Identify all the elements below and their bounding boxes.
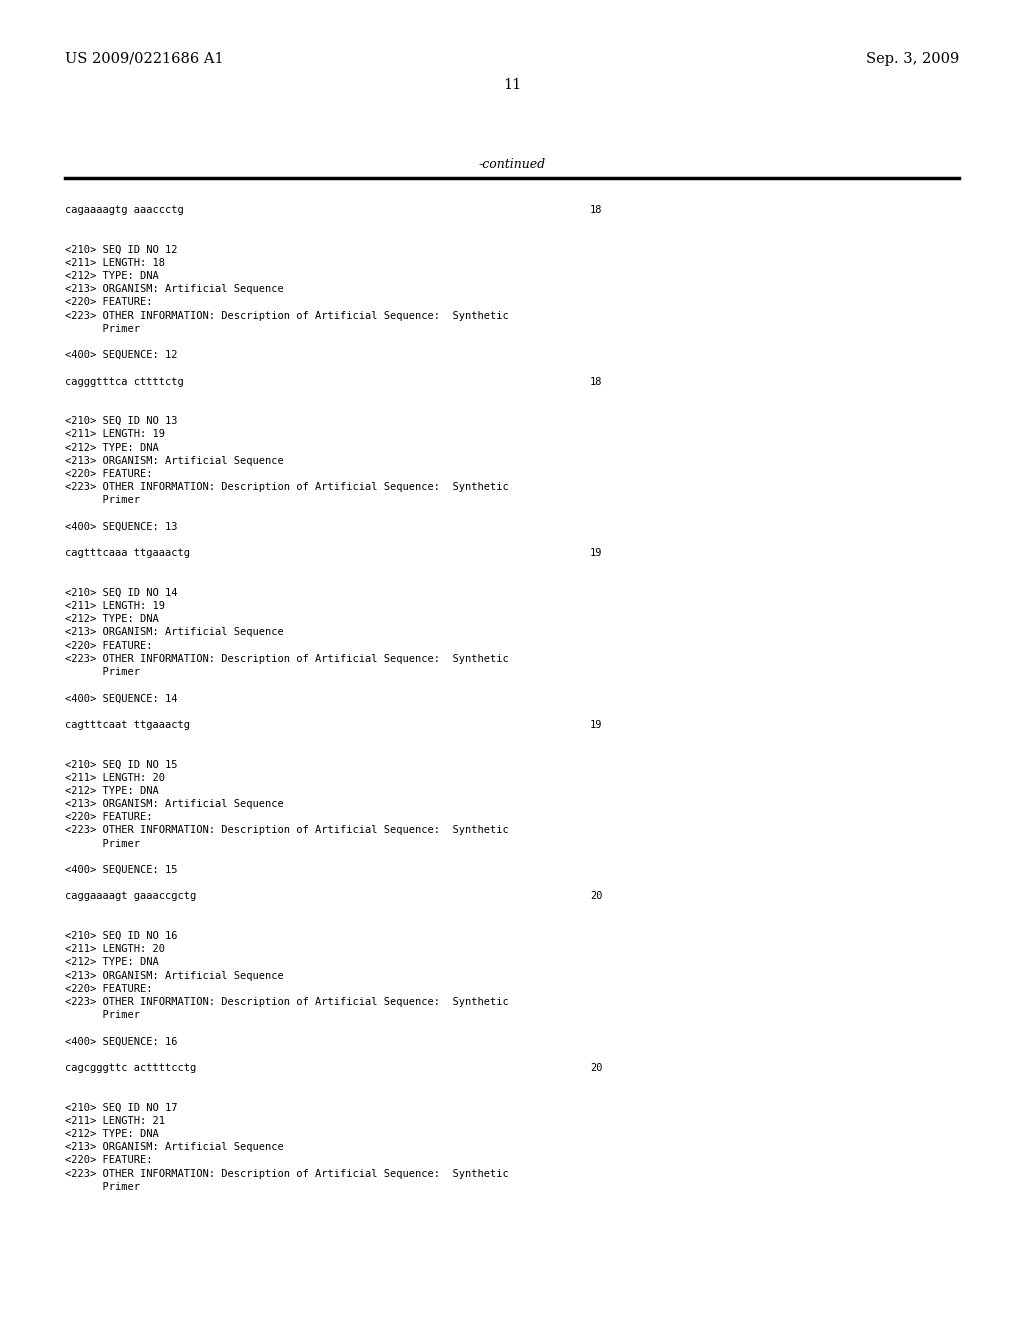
Text: <211> LENGTH: 20: <211> LENGTH: 20 (65, 772, 165, 783)
Text: <213> ORGANISM: Artificial Sequence: <213> ORGANISM: Artificial Sequence (65, 455, 284, 466)
Text: <211> LENGTH: 18: <211> LENGTH: 18 (65, 257, 165, 268)
Text: 18: 18 (590, 205, 602, 215)
Text: <223> OTHER INFORMATION: Description of Artificial Sequence:  Synthetic: <223> OTHER INFORMATION: Description of … (65, 1168, 509, 1179)
Text: Primer: Primer (65, 323, 140, 334)
Text: Primer: Primer (65, 838, 140, 849)
Text: <400> SEQUENCE: 14: <400> SEQUENCE: 14 (65, 693, 177, 704)
Text: Primer: Primer (65, 1010, 140, 1020)
Text: Primer: Primer (65, 1181, 140, 1192)
Text: <210> SEQ ID NO 17: <210> SEQ ID NO 17 (65, 1102, 177, 1113)
Text: <213> ORGANISM: Artificial Sequence: <213> ORGANISM: Artificial Sequence (65, 284, 284, 294)
Text: <223> OTHER INFORMATION: Description of Artificial Sequence:  Synthetic: <223> OTHER INFORMATION: Description of … (65, 310, 509, 321)
Text: 11: 11 (503, 78, 521, 92)
Text: <213> ORGANISM: Artificial Sequence: <213> ORGANISM: Artificial Sequence (65, 970, 284, 981)
Text: cagcgggttc acttttcctg: cagcgggttc acttttcctg (65, 1063, 197, 1073)
Text: <223> OTHER INFORMATION: Description of Artificial Sequence:  Synthetic: <223> OTHER INFORMATION: Description of … (65, 653, 509, 664)
Text: <213> ORGANISM: Artificial Sequence: <213> ORGANISM: Artificial Sequence (65, 627, 284, 638)
Text: 20: 20 (590, 891, 602, 902)
Text: cagggtttca cttttctg: cagggtttca cttttctg (65, 376, 183, 387)
Text: caggaaaagt gaaaccgctg: caggaaaagt gaaaccgctg (65, 891, 197, 902)
Text: 19: 19 (590, 548, 602, 558)
Text: <210> SEQ ID NO 16: <210> SEQ ID NO 16 (65, 931, 177, 941)
Text: <220> FEATURE:: <220> FEATURE: (65, 1155, 153, 1166)
Text: <211> LENGTH: 21: <211> LENGTH: 21 (65, 1115, 165, 1126)
Text: <212> TYPE: DNA: <212> TYPE: DNA (65, 957, 159, 968)
Text: <220> FEATURE:: <220> FEATURE: (65, 640, 153, 651)
Text: <213> ORGANISM: Artificial Sequence: <213> ORGANISM: Artificial Sequence (65, 799, 284, 809)
Text: <220> FEATURE:: <220> FEATURE: (65, 469, 153, 479)
Text: <400> SEQUENCE: 12: <400> SEQUENCE: 12 (65, 350, 177, 360)
Text: <212> TYPE: DNA: <212> TYPE: DNA (65, 614, 159, 624)
Text: cagtttcaat ttgaaactg: cagtttcaat ttgaaactg (65, 719, 190, 730)
Text: <400> SEQUENCE: 15: <400> SEQUENCE: 15 (65, 865, 177, 875)
Text: <211> LENGTH: 20: <211> LENGTH: 20 (65, 944, 165, 954)
Text: <223> OTHER INFORMATION: Description of Artificial Sequence:  Synthetic: <223> OTHER INFORMATION: Description of … (65, 825, 509, 836)
Text: <220> FEATURE:: <220> FEATURE: (65, 812, 153, 822)
Text: <210> SEQ ID NO 15: <210> SEQ ID NO 15 (65, 759, 177, 770)
Text: <212> TYPE: DNA: <212> TYPE: DNA (65, 442, 159, 453)
Text: <212> TYPE: DNA: <212> TYPE: DNA (65, 785, 159, 796)
Text: 18: 18 (590, 376, 602, 387)
Text: <220> FEATURE:: <220> FEATURE: (65, 297, 153, 308)
Text: <400> SEQUENCE: 16: <400> SEQUENCE: 16 (65, 1036, 177, 1047)
Text: <211> LENGTH: 19: <211> LENGTH: 19 (65, 429, 165, 440)
Text: Sep. 3, 2009: Sep. 3, 2009 (865, 51, 959, 66)
Text: <223> OTHER INFORMATION: Description of Artificial Sequence:  Synthetic: <223> OTHER INFORMATION: Description of … (65, 997, 509, 1007)
Text: <211> LENGTH: 19: <211> LENGTH: 19 (65, 601, 165, 611)
Text: <210> SEQ ID NO 13: <210> SEQ ID NO 13 (65, 416, 177, 426)
Text: Primer: Primer (65, 667, 140, 677)
Text: <400> SEQUENCE: 13: <400> SEQUENCE: 13 (65, 521, 177, 532)
Text: cagtttcaaa ttgaaactg: cagtttcaaa ttgaaactg (65, 548, 190, 558)
Text: <212> TYPE: DNA: <212> TYPE: DNA (65, 1129, 159, 1139)
Text: 20: 20 (590, 1063, 602, 1073)
Text: <213> ORGANISM: Artificial Sequence: <213> ORGANISM: Artificial Sequence (65, 1142, 284, 1152)
Text: <212> TYPE: DNA: <212> TYPE: DNA (65, 271, 159, 281)
Text: <210> SEQ ID NO 12: <210> SEQ ID NO 12 (65, 244, 177, 255)
Text: cagaaaagtg aaaccctg: cagaaaagtg aaaccctg (65, 205, 183, 215)
Text: 19: 19 (590, 719, 602, 730)
Text: <210> SEQ ID NO 14: <210> SEQ ID NO 14 (65, 587, 177, 598)
Text: -continued: -continued (478, 158, 546, 172)
Text: <220> FEATURE:: <220> FEATURE: (65, 983, 153, 994)
Text: <223> OTHER INFORMATION: Description of Artificial Sequence:  Synthetic: <223> OTHER INFORMATION: Description of … (65, 482, 509, 492)
Text: US 2009/0221686 A1: US 2009/0221686 A1 (65, 51, 223, 66)
Text: Primer: Primer (65, 495, 140, 506)
